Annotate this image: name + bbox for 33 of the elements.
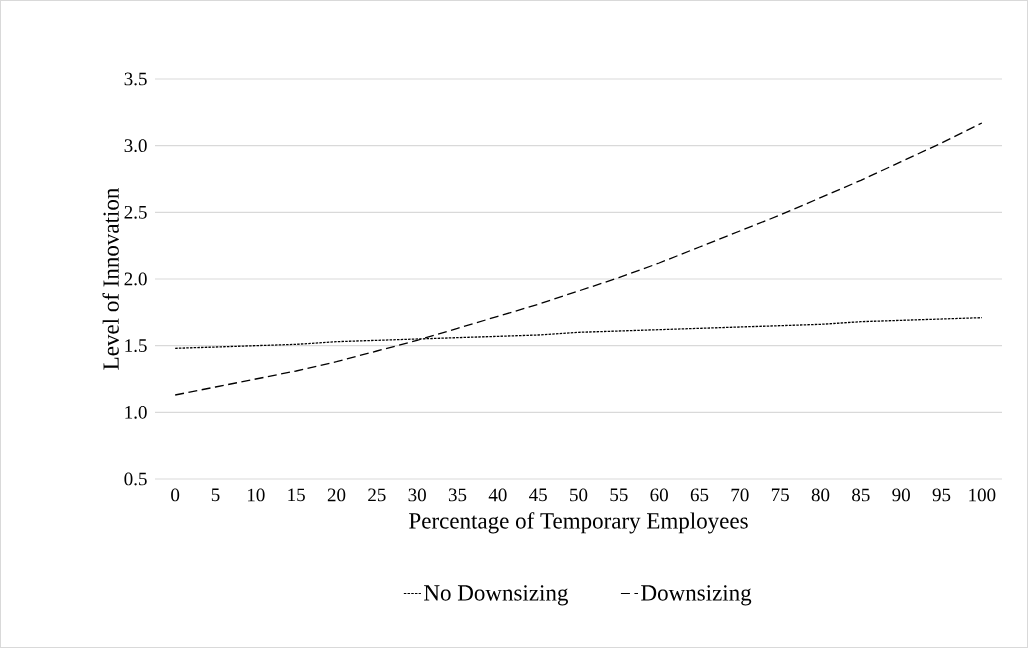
legend-label: Downsizing (641, 585, 752, 606)
legend-label: No Downsizing (424, 585, 568, 606)
x-tick-label: 25 (368, 488, 386, 502)
x-tick-label: 90 (892, 488, 910, 502)
x-tick-label: 85 (852, 488, 870, 502)
x-tick-label: 5 (211, 488, 220, 502)
y-tick-label: 3.5 (124, 72, 147, 86)
line-series (174, 122, 983, 396)
x-tick-label: 45 (529, 488, 547, 502)
x-tick-label: 35 (448, 488, 467, 502)
x-tick-label: 0 (171, 488, 180, 502)
x-tick-label: 40 (488, 488, 507, 502)
y-tick-label: 1.0 (125, 405, 147, 419)
x-tick-label: 95 (932, 488, 951, 502)
x-tick-label: 60 (650, 488, 668, 502)
y-axis-title: Level of Innovation (102, 188, 119, 370)
x-tick-label: 15 (288, 488, 305, 502)
x-tick-label: 75 (771, 488, 789, 502)
x-tick-label: 70 (731, 488, 749, 502)
x-tick-label: 55 (610, 488, 628, 502)
y-tick-label: 1.5 (125, 339, 147, 353)
x-tick-label: 30 (408, 488, 426, 502)
y-tick-label: 2.5 (124, 205, 147, 219)
x-tick-label: 10 (248, 488, 265, 502)
y-tick-label: 2.0 (124, 272, 147, 286)
x-tick-label: 100 (969, 488, 996, 502)
y-tick-label: 0.5 (124, 472, 147, 486)
x-tick-label: 80 (811, 488, 830, 502)
x-axis-title: Percentage of Temporary Employees (409, 512, 748, 534)
x-tick-label: 50 (570, 488, 588, 502)
x-tick-label: 20 (327, 488, 346, 502)
y-tick-label: 3.0 (124, 139, 147, 153)
x-tick-label: 65 (690, 488, 709, 502)
